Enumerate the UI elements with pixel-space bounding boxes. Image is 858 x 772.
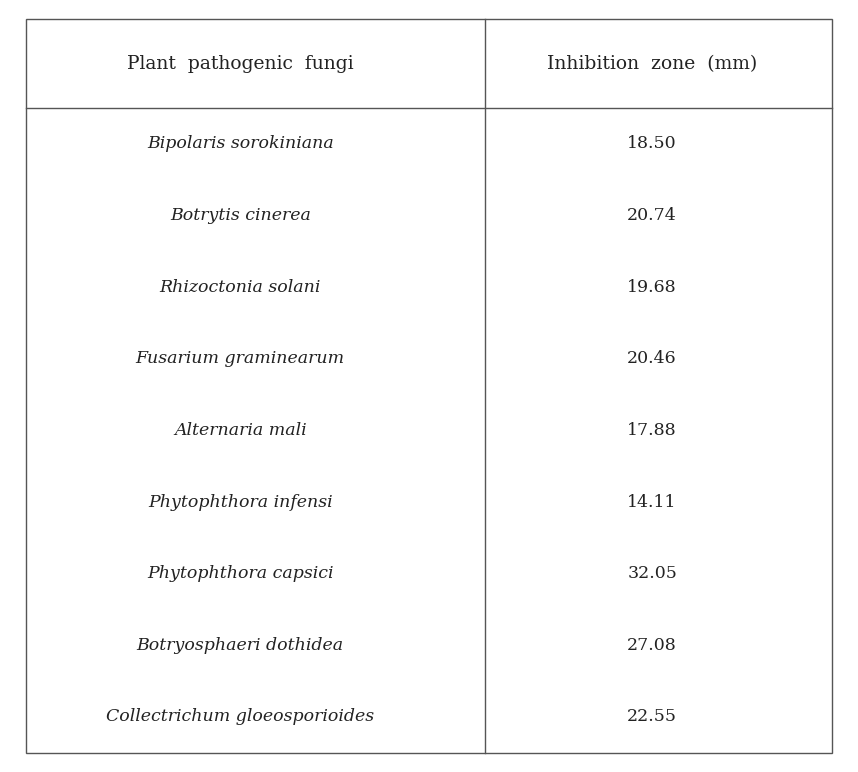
Text: Inhibition  zone  (mm): Inhibition zone (mm) (547, 55, 758, 73)
Text: 17.88: 17.88 (627, 422, 677, 439)
Text: Rhizoctonia solani: Rhizoctonia solani (160, 279, 321, 296)
Text: Botrytis cinerea: Botrytis cinerea (170, 207, 311, 224)
Text: 20.46: 20.46 (627, 350, 677, 367)
Text: Phytophthora capsici: Phytophthora capsici (147, 565, 334, 582)
Text: 18.50: 18.50 (627, 135, 677, 152)
Text: 14.11: 14.11 (627, 493, 677, 510)
Text: Fusarium graminearum: Fusarium graminearum (136, 350, 345, 367)
Text: 32.05: 32.05 (627, 565, 677, 582)
Text: Plant  pathogenic  fungi: Plant pathogenic fungi (127, 55, 353, 73)
Text: 27.08: 27.08 (627, 637, 677, 654)
Text: 20.74: 20.74 (627, 207, 677, 224)
Text: Botryosphaeri dothidea: Botryosphaeri dothidea (136, 637, 344, 654)
Text: Bipolaris sorokiniana: Bipolaris sorokiniana (147, 135, 334, 152)
Text: 19.68: 19.68 (627, 279, 677, 296)
Text: Collectrichum gloeosporioides: Collectrichum gloeosporioides (106, 709, 374, 726)
Text: 22.55: 22.55 (627, 709, 677, 726)
Text: Phytophthora infensi: Phytophthora infensi (148, 493, 333, 510)
Text: Alternaria mali: Alternaria mali (174, 422, 306, 439)
